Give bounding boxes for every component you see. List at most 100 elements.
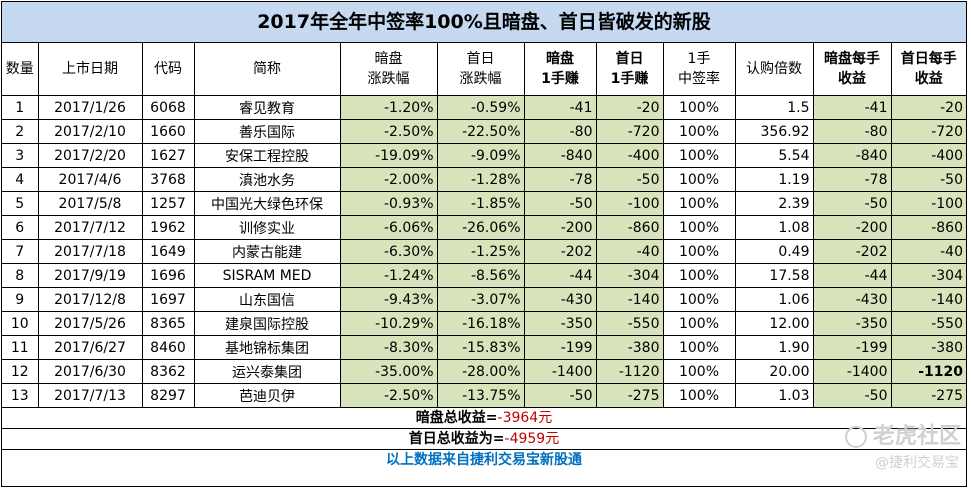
table-cell: -50	[523, 191, 597, 216]
table-cell: 1962	[141, 215, 195, 240]
table-cell: -100	[595, 191, 664, 216]
table-cell: 11	[2, 335, 39, 360]
ipo-table: 数量 上市日期 代码 简称 暗盘 涨跌幅 首日 涨跌幅 暗盘 1手赚 首日 1手赚 1手 中签率 认购倍数暗…	[2, 43, 966, 408]
table-cell: -1.25%	[436, 239, 525, 264]
table-cell: -50	[595, 167, 664, 192]
column-header: 首日每手 收益	[890, 43, 966, 96]
table-cell: 1.90	[734, 335, 814, 360]
table-cell: 100%	[662, 119, 736, 144]
table-cell: -380	[595, 335, 664, 360]
table-cell: -1.20%	[339, 95, 438, 120]
table-row: 1 2017/1/26 6068 睿见教育 -1.20% -0.59% -41 -20 100%…	[2, 95, 966, 120]
table-cell: 100%	[662, 191, 736, 216]
column-header: 暗盘 涨跌幅	[339, 43, 438, 96]
table-row: 3 2017/2/20 1627 安保工程控股 -19.09% -9.09% -840 -40…	[2, 143, 966, 168]
table-cell: -720	[595, 119, 664, 144]
table-cell: 8460	[141, 335, 195, 360]
table-cell: 2017/9/19	[37, 263, 143, 288]
table-cell: -8.30%	[339, 335, 438, 360]
column-header: 认购倍数	[734, 43, 814, 96]
column-header: 简称	[193, 43, 341, 96]
table-cell: -28.00%	[436, 359, 525, 384]
table-cell: 2.39	[734, 191, 814, 216]
column-header: 暗盘 1手赚	[523, 43, 597, 96]
table-row: 4 2017/4/6 3768 滇池水务 -2.00% -1.28% -78 -50 100% 1…	[2, 167, 966, 192]
table-cell: 100%	[662, 239, 736, 264]
table-cell: -550	[890, 311, 966, 336]
table-cell: 3768	[141, 167, 195, 192]
column-header: 数量	[2, 43, 39, 96]
table-cell: -1120	[595, 359, 664, 384]
table-cell: -100	[890, 191, 966, 216]
table-cell: -0.93%	[339, 191, 438, 216]
table-cell: 基地锦标集团	[193, 335, 341, 360]
table-cell: -6.30%	[339, 239, 438, 264]
table-cell: 8	[2, 263, 39, 288]
table-cell: -1.85%	[436, 191, 525, 216]
table-cell: -202	[523, 239, 597, 264]
table-cell: 356.92	[734, 119, 814, 144]
table-cell: 1.19	[734, 167, 814, 192]
table-cell: -16.18%	[436, 311, 525, 336]
table-cell: 9	[2, 287, 39, 312]
table-cell: -20	[595, 95, 664, 120]
table-row: 9 2017/12/8 1697 山东国信 -9.43% -3.07% -430 -140 10…	[2, 287, 966, 312]
table-cell: 20.00	[734, 359, 814, 384]
table-cell: -840	[523, 143, 597, 168]
table-cell: 1.08	[734, 215, 814, 240]
table-cell: -400	[595, 143, 664, 168]
table-cell: -860	[595, 215, 664, 240]
table-cell: -202	[812, 239, 892, 264]
column-header: 代码	[141, 43, 195, 96]
table-cell: 善乐国际	[193, 119, 341, 144]
table-cell: -2.50%	[339, 383, 438, 408]
tiger-community-logo-icon	[844, 426, 867, 448]
table-row: 12 2017/6/30 8362 运兴泰集团 -35.00% -28.00% -1400-…	[2, 359, 966, 384]
table-cell: 8365	[141, 311, 195, 336]
table-cell: 1257	[141, 191, 195, 216]
table-cell: 中国光大绿色环保	[193, 191, 341, 216]
table-cell: 芭迪贝伊	[193, 383, 341, 408]
column-header: 暗盘每手 收益	[812, 43, 892, 96]
table-row: 11 2017/6/27 8460 基地锦标集团 -8.30% -15.83% -199 -3…	[2, 335, 966, 360]
table-cell: -350	[812, 311, 892, 336]
table-cell: 100%	[662, 263, 736, 288]
watermark-author: @捷利交易宝	[875, 455, 959, 471]
dark-total-value: -3964元	[497, 410, 553, 426]
table-cell: -50	[812, 383, 892, 408]
table-body: 1 2017/1/26 6068 睿见教育 -1.20% -0.59% -41 -20 100%…	[2, 95, 966, 408]
table-cell: -304	[890, 263, 966, 288]
table-cell: 12	[2, 359, 39, 384]
table-cell: 安保工程控股	[193, 143, 341, 168]
table-cell: -550	[595, 311, 664, 336]
table-cell: -2.00%	[339, 167, 438, 192]
column-header: 上市日期	[37, 43, 143, 96]
table-cell: -44	[812, 263, 892, 288]
table-cell: -380	[890, 335, 966, 360]
first-day-total-value: -4959元	[504, 431, 560, 447]
table-cell: -40	[890, 239, 966, 264]
table-cell: -2.50%	[339, 119, 438, 144]
table-cell: -19.09%	[339, 143, 438, 168]
table-cell: -9.43%	[339, 287, 438, 312]
table-cell: 100%	[662, 215, 736, 240]
table-cell: -1120	[890, 359, 966, 384]
table-row: 10 2017/5/26 8365 建泉国际控股 -10.29% -16.18% -350-…	[2, 311, 966, 336]
table-cell: 7	[2, 239, 39, 264]
table-cell: -13.75%	[436, 383, 525, 408]
table-cell: 2017/6/30	[37, 359, 143, 384]
table-cell: -275	[890, 383, 966, 408]
table-cell: -140	[595, 287, 664, 312]
table-cell: 100%	[662, 167, 736, 192]
table-cell: 睿见教育	[193, 95, 341, 120]
table-cell: 2017/12/8	[37, 287, 143, 312]
sheet-title: 2017年全年中签率100%且暗盘、首日皆破发的新股	[2, 2, 966, 43]
table-cell: 2017/7/18	[37, 239, 143, 264]
table-cell: -35.00%	[339, 359, 438, 384]
table-cell: 100%	[662, 383, 736, 408]
table-cell: 17.58	[734, 263, 814, 288]
table-cell: -140	[890, 287, 966, 312]
table-cell: 2017/5/8	[37, 191, 143, 216]
table-cell: -430	[523, 287, 597, 312]
table-cell: -6.06%	[339, 215, 438, 240]
